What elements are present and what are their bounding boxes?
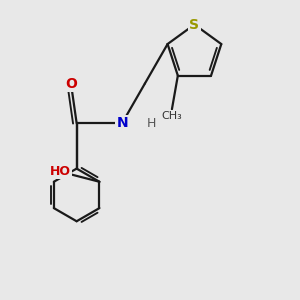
Text: H: H [146, 116, 156, 130]
Text: CH₃: CH₃ [161, 111, 182, 121]
Text: HO: HO [50, 165, 71, 178]
Text: S: S [189, 17, 200, 32]
Text: N: N [116, 116, 128, 130]
Text: O: O [65, 77, 77, 91]
